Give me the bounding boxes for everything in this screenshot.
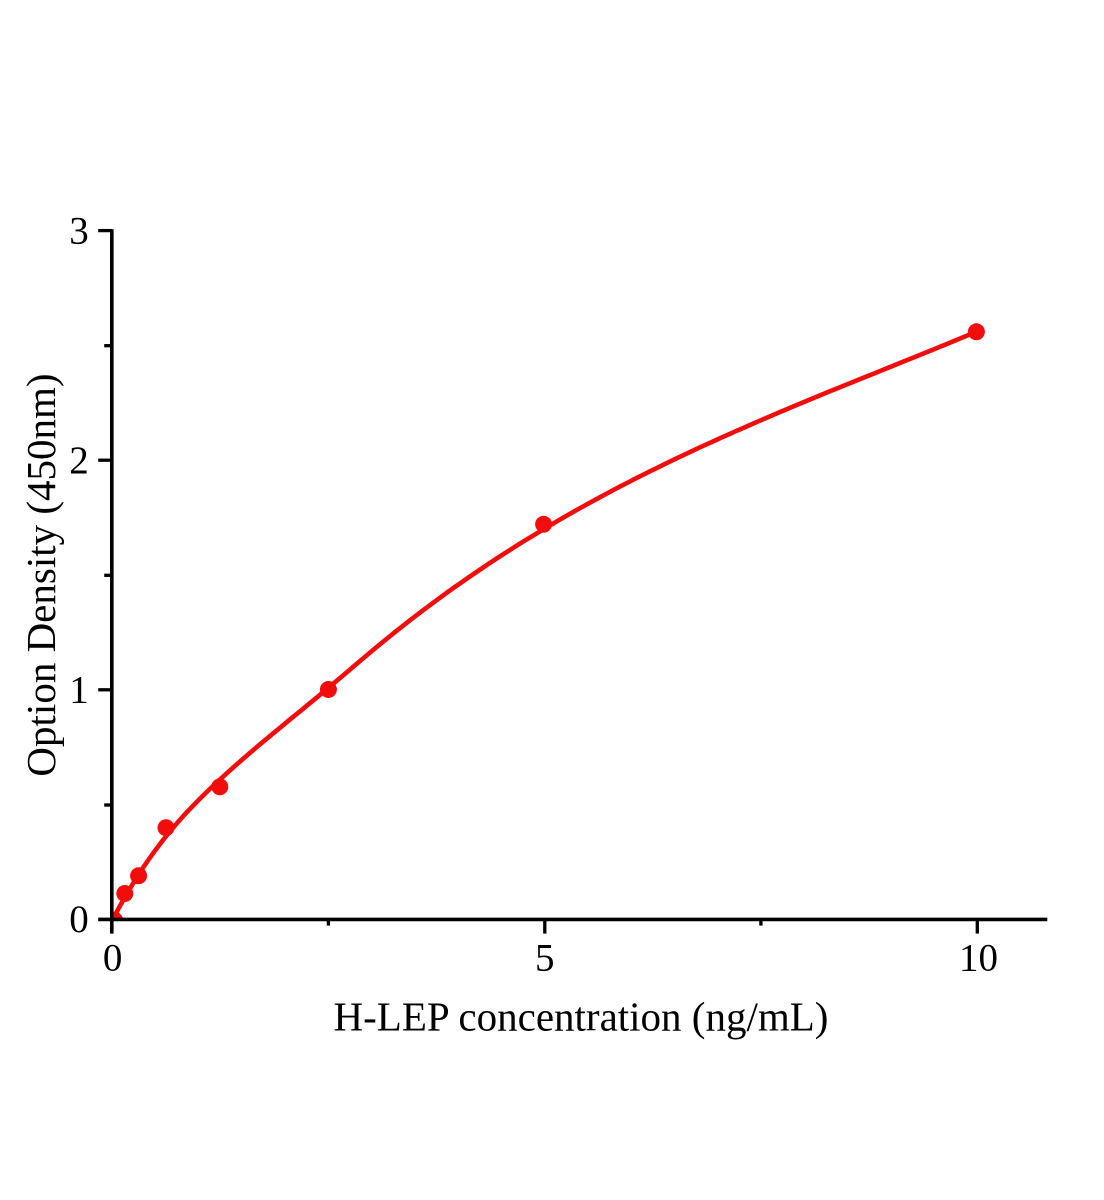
svg-text:0: 0 [69,898,89,941]
svg-text:5: 5 [535,937,555,980]
svg-text:0: 0 [103,937,123,980]
svg-text:3: 3 [69,209,89,252]
svg-text:Option Density (450nm): Option Density (450nm) [18,373,64,776]
svg-text:10: 10 [959,937,998,980]
svg-text:H-LEP concentration (ng/mL): H-LEP concentration (ng/mL) [334,994,829,1040]
svg-text:1: 1 [69,669,89,712]
svg-text:2: 2 [69,439,89,482]
